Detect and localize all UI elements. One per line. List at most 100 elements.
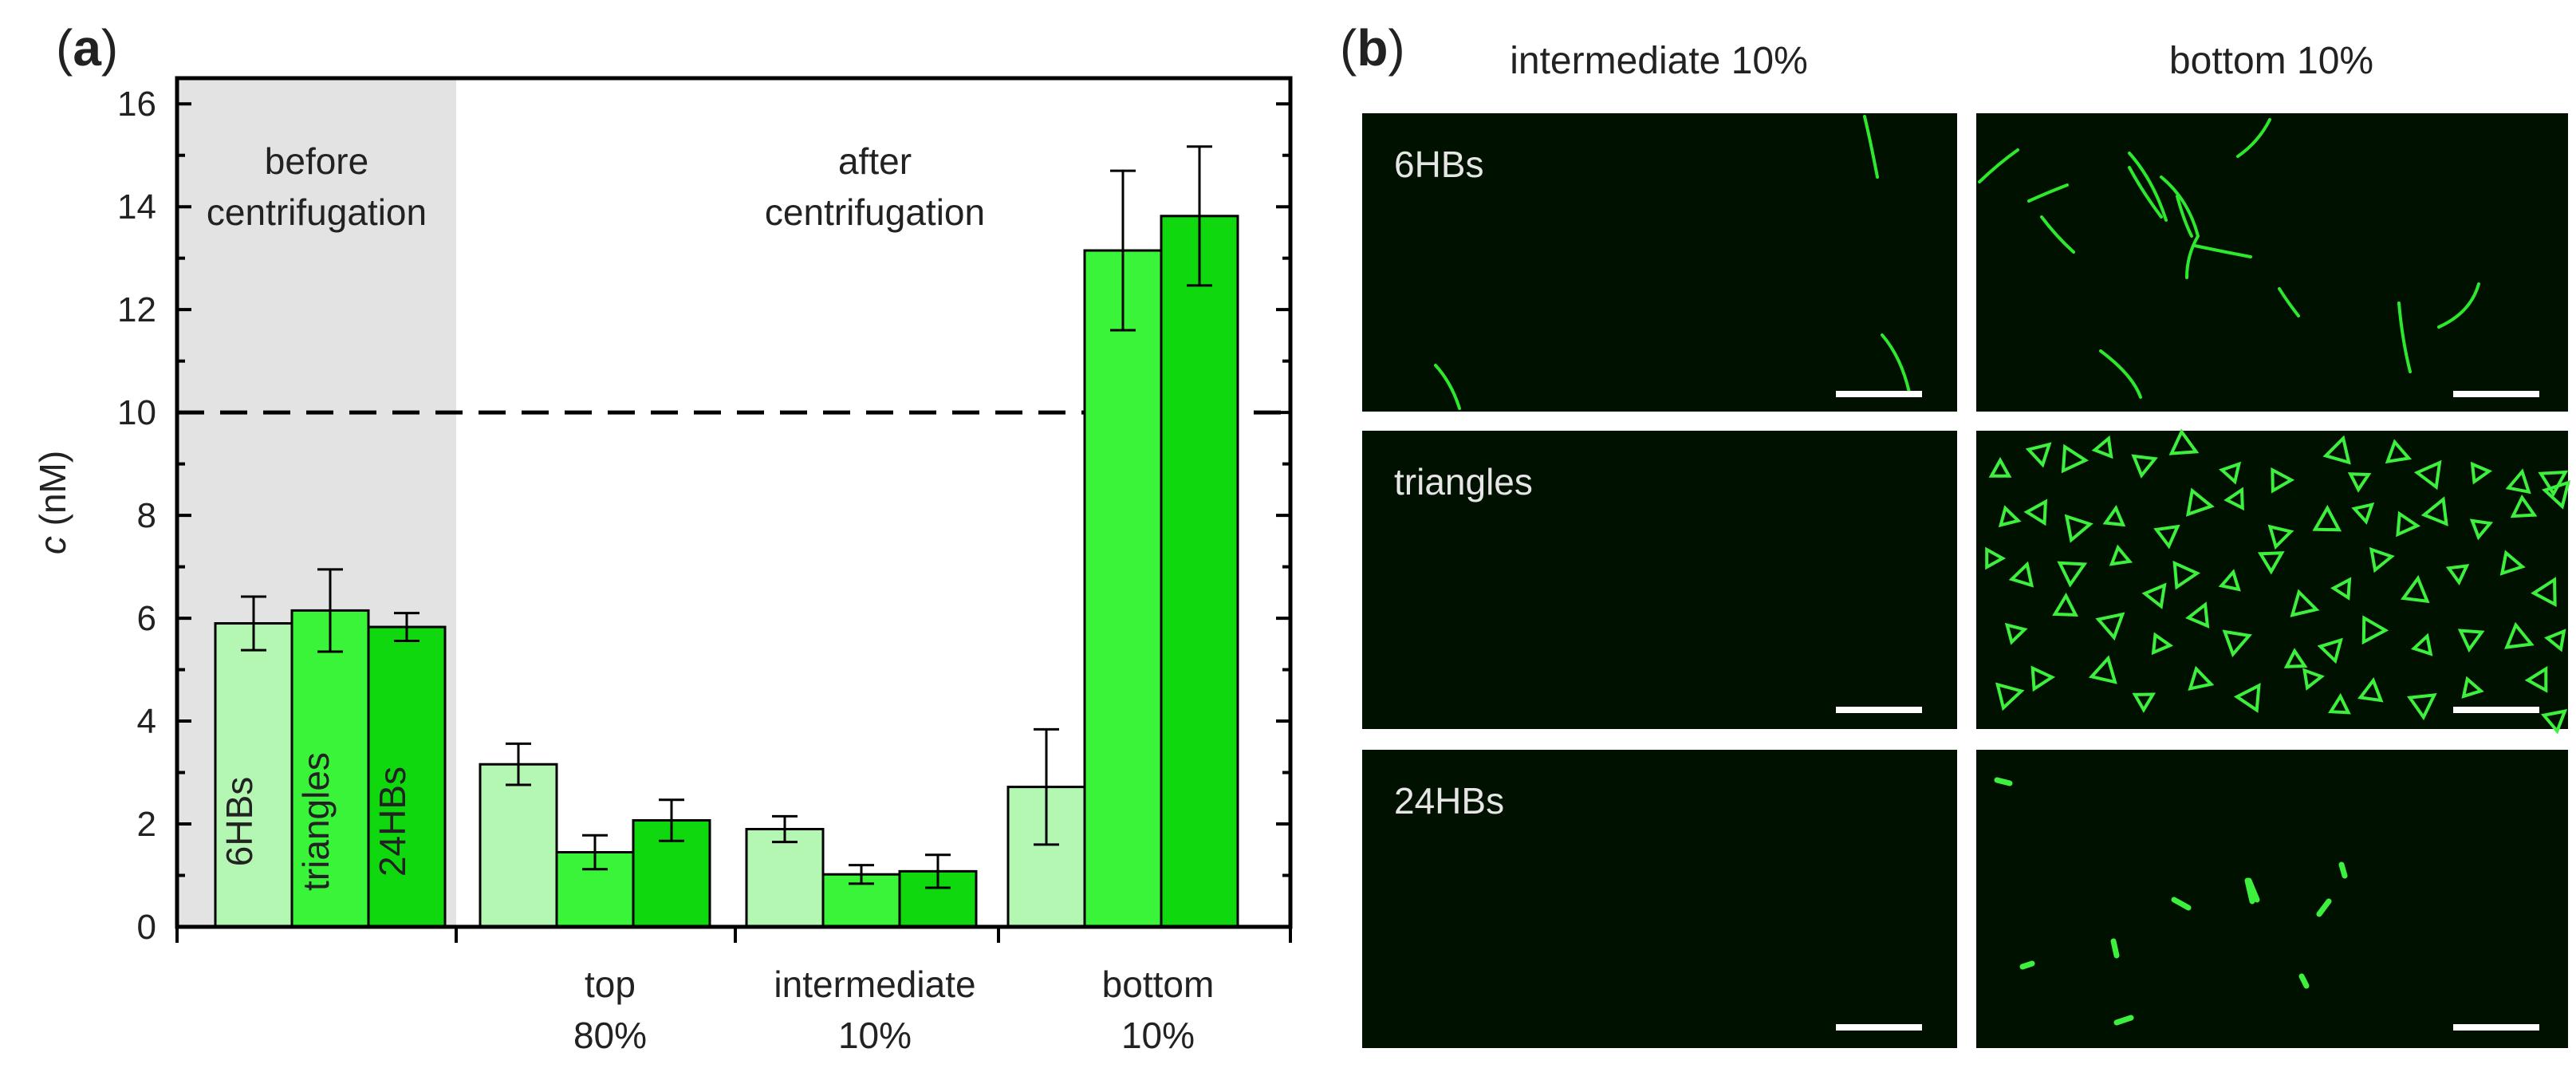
- triangle-origami: [2347, 472, 2372, 493]
- triangle-origami: [2504, 621, 2535, 649]
- y-axis-label: c (nM): [32, 451, 73, 554]
- triangle-origami: [2540, 708, 2568, 735]
- error-bar-6hbs-group-1: [506, 742, 531, 786]
- triangle-origami: [2185, 601, 2210, 629]
- y-tick-label: 0: [137, 908, 156, 947]
- triangle-origami: [2061, 443, 2090, 474]
- error-bar-triangles-group-0: [317, 568, 343, 653]
- triangle-origami: [2457, 629, 2485, 653]
- triangle-origami: [2271, 467, 2295, 494]
- error-bar-6hbs-group-3: [1034, 727, 1059, 846]
- x-axis-ticks: [175, 927, 1292, 943]
- y-tick-label: 8: [137, 496, 156, 535]
- error-bar-triangles-group-1: [582, 834, 608, 871]
- triangle-origami: [2445, 564, 2470, 585]
- triangle-origami: [2413, 459, 2442, 491]
- micrograph-24hbs-bottom: [1976, 750, 2568, 1048]
- y-tick-label: 2: [137, 805, 156, 844]
- triangle-origami: [2132, 692, 2157, 713]
- triangle-origami: [2102, 504, 2126, 527]
- triangle-origami: [2064, 514, 2093, 543]
- triangle-origami: [2172, 560, 2201, 590]
- y-tick-label: 6: [137, 599, 156, 638]
- triangle-origami: [2302, 668, 2325, 691]
- triangle-origami: [2461, 676, 2484, 699]
- scale-bars: [1836, 391, 2539, 1031]
- error-bar-6hbs-group-0: [241, 595, 266, 652]
- triangle-origami: [2091, 435, 2113, 459]
- 6hbs-filaments-intermediate: [1434, 115, 1911, 410]
- triangle-origami: [2025, 442, 2052, 468]
- 24hbs-rods-bottom: [1994, 777, 2348, 1026]
- y-tick-label: 16: [117, 85, 156, 124]
- region-labels: before centrifugation after centrifugati…: [207, 140, 985, 233]
- triangle-origami: [2218, 569, 2241, 592]
- triangle-origami: [2109, 544, 2133, 566]
- bar-triangles-group-0: [290, 609, 370, 928]
- group-label-intermediate-line1: intermediate: [774, 964, 975, 1005]
- triangle-origami: [2531, 577, 2557, 607]
- triangle-origami: [2057, 561, 2088, 588]
- triangle-origami: [2186, 487, 2215, 517]
- triangle-origami: [2369, 547, 2395, 573]
- group-labels: top 80% intermediate 10% bottom 10%: [573, 964, 1214, 1056]
- triangle-origami: [2233, 683, 2261, 713]
- triangle-origami-bottom: [1985, 428, 2571, 735]
- row-label-24hbs: 24HBs: [1394, 780, 1504, 822]
- y-tick-label: 14: [117, 187, 156, 227]
- 6hbs-filaments-bottom: [1978, 118, 2480, 399]
- triangle-origami: [2420, 496, 2448, 526]
- triangle-origami: [2385, 439, 2413, 464]
- error-bar-24hbs-group-2: [925, 853, 951, 889]
- triangle-origami: [2410, 633, 2433, 656]
- triangle-origami: [2008, 561, 2034, 588]
- triangle-origami: [2023, 499, 2048, 526]
- triangle-origami: [2141, 582, 2167, 609]
- triangle-origami: [2168, 428, 2200, 455]
- row-label-triangles: triangles: [1394, 461, 1533, 503]
- group-label-intermediate-line2: 10%: [838, 1015, 912, 1056]
- triangle-origami: [2267, 524, 2294, 550]
- error-bar-24hbs-group-1: [659, 798, 684, 842]
- triangle-origami: [2361, 615, 2389, 645]
- triangle-origami: [2222, 629, 2252, 658]
- micrographs: 6HBs triangles 24HBs: [1362, 113, 2571, 1048]
- micrograph-6hbs-bottom: [1976, 113, 2568, 412]
- triangle-origami: [2357, 677, 2384, 703]
- triangle-origami: [2524, 666, 2548, 693]
- panel-b-label: (b): [1340, 19, 1405, 77]
- triangle-origami: [2283, 648, 2308, 668]
- row-label-6hbs: 6HBs: [1394, 144, 1483, 185]
- triangle-origami: [1985, 546, 2007, 570]
- error-bar-triangles-group-2: [849, 864, 874, 885]
- triangle-origami: [2030, 665, 2056, 692]
- triangle-origami: [2544, 629, 2566, 652]
- group-label-bottom-line2: 10%: [1121, 1015, 1195, 1056]
- triangle-origami: [2223, 487, 2244, 511]
- triangle-origami: [2312, 504, 2342, 532]
- triangle-origami: [2290, 589, 2320, 617]
- triangle-origami: [2396, 510, 2421, 538]
- panel-b: (b) intermediate 10% bottom 10%: [1340, 19, 2571, 1048]
- bar-24hbs-group-1: [632, 819, 711, 928]
- panel-a: (a) before centrifugation after centrifu…: [32, 19, 1293, 1056]
- triangle-origami: [2510, 494, 2538, 518]
- bars: [214, 215, 1239, 928]
- group-label-bottom-line1: bottom: [1102, 964, 1215, 1005]
- triangle-origami: [2151, 632, 2174, 656]
- before-label-line2: centrifugation: [207, 191, 427, 233]
- triangle-origami: [2541, 480, 2571, 510]
- panel-a-label: (a): [56, 19, 118, 77]
- in-bar-label-24hbs: 24HBs: [372, 767, 413, 877]
- before-label-line1: before: [265, 140, 368, 182]
- bar-6hbs-group-0: [214, 622, 293, 928]
- triangle-origami: [2004, 622, 2028, 645]
- triangle-origami: [2153, 524, 2180, 550]
- micrograph-24hbs-intermediate: [1362, 750, 1957, 1048]
- triangle-origami: [2499, 550, 2526, 576]
- error-bars: [241, 145, 1212, 889]
- bar-24hbs-group-0: [367, 625, 447, 928]
- column-header-intermediate: intermediate 10%: [1510, 40, 1808, 82]
- triangle-origami: [2188, 665, 2215, 692]
